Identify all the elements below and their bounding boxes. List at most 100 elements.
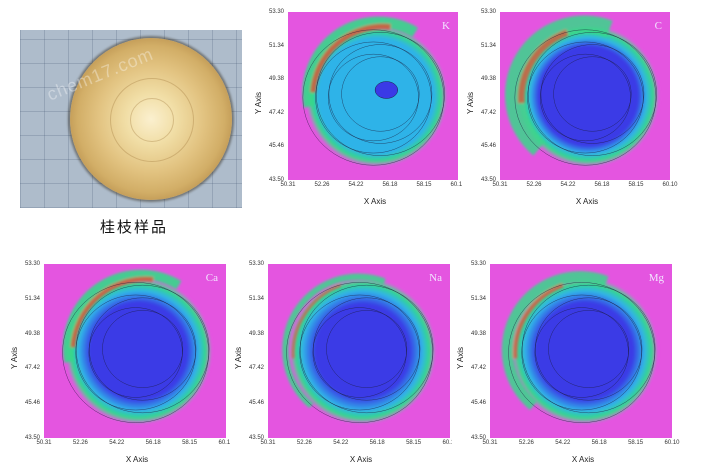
contour-line (534, 307, 629, 398)
x-tick-label: 54.22 (109, 440, 125, 446)
heatmap (44, 264, 226, 438)
y-tick-label: 45.46 (24, 400, 40, 407)
sample-region (517, 25, 659, 167)
x-tick-label: 52.26 (314, 182, 330, 188)
map-plot-area (288, 12, 458, 180)
contour-line (327, 53, 419, 142)
growth-ring (110, 78, 194, 162)
peak-band (302, 16, 419, 108)
y-tick-label: 49.38 (24, 330, 40, 337)
x-tick-label: 56.18 (591, 440, 607, 446)
peak-band (62, 269, 182, 363)
x-tick-label: 52.26 (518, 440, 534, 446)
contour-line (341, 56, 420, 132)
contour-line (539, 53, 631, 142)
y-tick-label: 43.50 (470, 435, 486, 441)
y-tick-label: 45.46 (470, 400, 486, 407)
x-tick-label: 56.18 (145, 440, 161, 446)
x-tick-label: 60.10 (450, 182, 466, 188)
map-plot-area (500, 12, 670, 180)
contour-line (102, 310, 184, 388)
map-plot-area (490, 264, 672, 438)
y-tick-label: 43.50 (248, 435, 264, 441)
contour-line (75, 284, 210, 414)
y-tick-label: 47.42 (24, 365, 40, 372)
y-tick-label: 53.30 (268, 9, 284, 15)
contour-line (328, 44, 433, 144)
y-tick-label: 49.38 (248, 330, 264, 337)
contour-line (302, 29, 445, 166)
contour-line (299, 284, 434, 414)
contour-line (62, 282, 209, 423)
y-tick-label: 51.34 (248, 295, 264, 302)
contour-line (527, 41, 644, 154)
sample-photo: chem17.com (20, 30, 242, 208)
y-tick-label: 45.46 (480, 143, 496, 150)
element-label: Ca (205, 272, 218, 284)
x-tick-label: 58.15 (182, 440, 198, 446)
contour-line (286, 282, 433, 423)
x-tick-label: 56.18 (594, 182, 610, 188)
peak-band (517, 29, 569, 104)
x-tick-label: 52.26 (526, 182, 542, 188)
peak-band (513, 283, 564, 359)
element-map-c: C Y Axis X Axis 53.30 51.34 49.38 47.42 45.4… (462, 4, 678, 210)
contour-line (540, 44, 645, 144)
x-tick-label: 60.10 (218, 440, 234, 446)
y-tick-label: 53.30 (24, 261, 40, 267)
contour-line (514, 29, 657, 166)
x-tick-label: 58.15 (628, 182, 644, 188)
x-tick-label: 54.22 (333, 440, 349, 446)
contour-line (326, 310, 408, 388)
x-tick-label: 58.15 (416, 182, 432, 188)
y-tick-label: 47.42 (268, 109, 284, 116)
x-tick-label: 58.15 (628, 440, 644, 446)
x-tick-label: 58.15 (406, 440, 422, 446)
y-tick-label: 43.50 (24, 435, 40, 441)
element-map-k: K Y Axis X Axis 53.30 51.34 49.38 47.42 45.4… (250, 4, 466, 210)
x-tick-label: 50.31 (492, 182, 508, 188)
growth-ring (130, 98, 174, 142)
x-tick-label: 60.10 (442, 440, 458, 446)
contour-line (521, 284, 656, 414)
element-map-ca: Ca Y Axis X Axis 53.30 51.34 49.38 47.42 45.… (6, 256, 234, 468)
contour-line (508, 282, 655, 423)
x-tick-label: 50.31 (482, 440, 498, 446)
center-spot (374, 81, 398, 99)
element-map-mg: Mg Y Axis X Axis 53.30 51.34 49.38 47.42 45.… (452, 256, 680, 468)
x-tick-label: 50.31 (280, 182, 296, 188)
contour-line (548, 310, 630, 388)
y-tick-label: 43.50 (268, 177, 284, 183)
x-axis-label: X Axis (125, 455, 149, 464)
x-axis-label: X Axis (349, 455, 373, 464)
y-tick-label: 53.30 (248, 261, 264, 267)
contour-line (88, 307, 183, 398)
element-map-na: Na Y Axis X Axis 53.30 51.34 49.38 47.42 45.… (230, 256, 458, 468)
x-axis-label: X Axis (363, 197, 387, 206)
y-tick-label: 49.38 (480, 76, 496, 83)
contour-line (315, 41, 432, 154)
x-tick-label: 50.31 (260, 440, 276, 446)
contour-line (315, 32, 445, 156)
y-tick-label: 53.30 (470, 261, 486, 267)
photo-caption: 桂枝样品 (99, 219, 168, 236)
peak-band (310, 23, 391, 93)
x-axis-label: X Axis (575, 197, 599, 206)
sample-region (289, 277, 436, 425)
contour-line (535, 297, 643, 401)
heatmap (490, 264, 672, 438)
contour-line (299, 294, 420, 411)
x-tick-label: 56.18 (382, 182, 398, 188)
y-tick-label: 51.34 (470, 295, 486, 302)
y-tick-label: 47.42 (248, 365, 264, 372)
sample-region (511, 277, 658, 425)
x-tick-label: 60.10 (664, 440, 680, 446)
x-tick-label: 54.22 (560, 182, 576, 188)
sample-region (305, 25, 447, 167)
x-tick-label: 56.18 (369, 440, 385, 446)
contour-line (312, 307, 407, 398)
contour-line (553, 56, 632, 132)
y-tick-label: 47.42 (470, 365, 486, 372)
x-tick-label: 52.26 (72, 440, 88, 446)
x-tick-label: 60.10 (662, 182, 678, 188)
